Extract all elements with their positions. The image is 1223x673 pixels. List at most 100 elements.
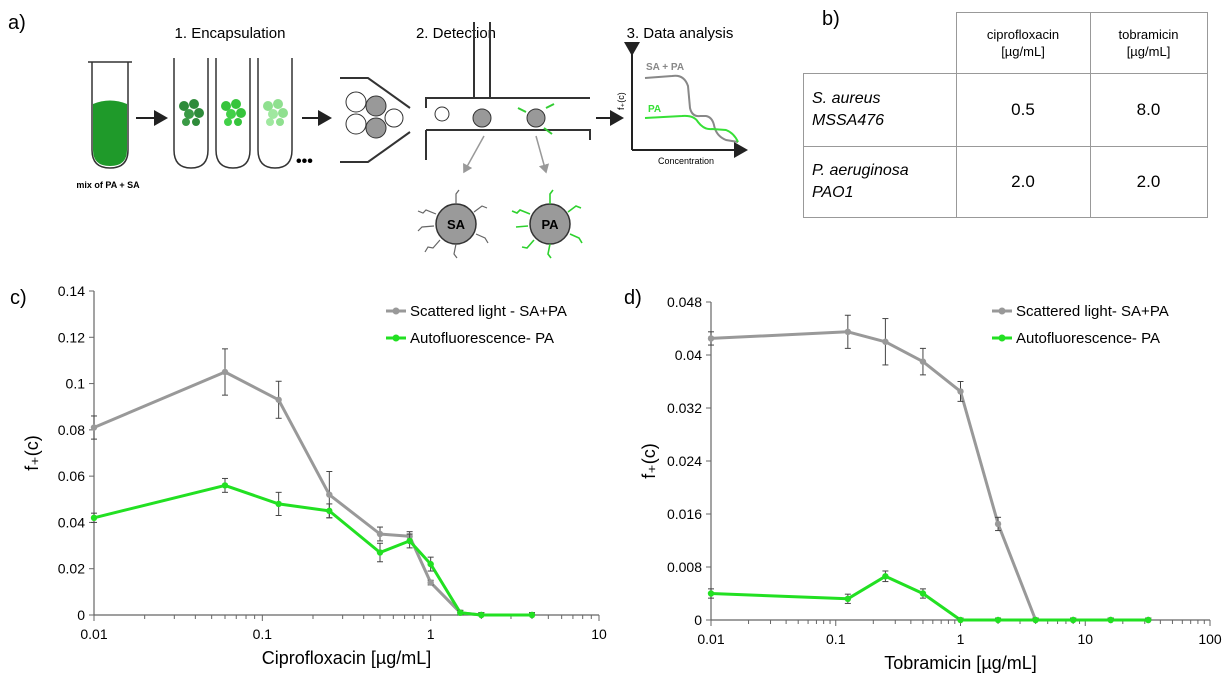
- y-tick-label: 0.12: [58, 329, 85, 345]
- table-row: S. aureus MSSA476 0.5 8.0: [803, 72, 1208, 147]
- data-point: [844, 595, 852, 602]
- data-point: [221, 482, 229, 489]
- legend-label: Autofluorescence- PA: [1016, 330, 1160, 347]
- data-point: [406, 537, 413, 545]
- x-tick-label: 0.01: [80, 626, 107, 642]
- data-point: [1107, 616, 1114, 624]
- legend-label: Scattered light- SA+PA: [1016, 303, 1169, 320]
- data-point: [90, 424, 98, 431]
- legend-marker: [392, 307, 400, 315]
- panel-label-a: a): [8, 12, 26, 34]
- y-tick-label: 0.016: [667, 506, 702, 522]
- data-point: [994, 520, 1002, 528]
- mini-series-label-pa: PA: [648, 104, 661, 115]
- data-point: [221, 368, 229, 376]
- data-point: [707, 590, 715, 597]
- ellipsis: •••: [296, 153, 313, 170]
- workflow-schematic: 1. Encapsulation 2. Detection 3. Data an…: [76, 22, 748, 259]
- series-line: [93, 483, 532, 617]
- chart-tobramicin: 0 0.008 0.016 0.024 0.032 0.04 0.048 0.01 0.1 1 10…: [639, 294, 1222, 673]
- table-cell-cipro: 2.0: [955, 145, 1091, 218]
- y-tick-label: 0.032: [667, 400, 702, 416]
- y-tick-label: 0.008: [667, 559, 702, 575]
- data-point: [275, 396, 282, 403]
- sa-bead-label: SA: [447, 217, 466, 232]
- table-header-tobra: tobramicin [µg/mL]: [1089, 12, 1208, 74]
- mini-series-label-sapa: SA + PA: [646, 62, 684, 73]
- microfluidic-channel-icon: [340, 22, 591, 174]
- pa-bead-icon: [511, 189, 583, 259]
- x-tick-label: 0.1: [253, 626, 273, 642]
- data-point: [528, 611, 536, 619]
- data-point: [994, 616, 1002, 624]
- legend-marker: [998, 307, 1006, 315]
- data-point: [957, 388, 964, 395]
- table-header-corner: [803, 12, 957, 74]
- y-tick-label: 0.048: [667, 294, 702, 310]
- mic-table: ciprofloxacin [µg/mL] tobramicin [µg/mL]…: [803, 12, 1208, 218]
- x-tick-label: 10: [591, 626, 607, 642]
- y-axis-label: f₊(c): [639, 443, 659, 479]
- series-line: [710, 330, 1149, 622]
- x-tick-label: 0.1: [826, 631, 846, 647]
- data-point: [882, 338, 889, 345]
- legend-marker: [998, 334, 1006, 342]
- step-title-detection: 2. Detection: [416, 25, 496, 42]
- y-tick-label: 0.06: [58, 468, 85, 484]
- y-tick-label: 0.08: [58, 422, 85, 438]
- data-point: [275, 500, 282, 508]
- legend-marker: [392, 334, 400, 342]
- x-tick-label: 1: [427, 626, 435, 642]
- mini-xlabel: Concentration: [658, 156, 714, 166]
- data-point: [90, 514, 98, 521]
- data-point: [427, 560, 434, 568]
- y-tick-label: 0.024: [667, 453, 702, 469]
- x-tick-label: 0.01: [697, 631, 724, 647]
- y-axis-label: f₊(c): [22, 435, 42, 471]
- table-cell-cipro: 0.5: [955, 72, 1091, 147]
- chart-ciprofloxacin: 0 0.02 0.04 0.06 0.08 0.1 0.12 0.14 0.01 0.1 1 10 Ci…: [22, 283, 607, 668]
- data-point: [1145, 616, 1152, 624]
- y-tick-label: 0.04: [58, 514, 85, 530]
- data-point: [376, 549, 384, 556]
- data-point: [427, 579, 434, 586]
- data-point: [326, 491, 333, 498]
- pa-bead-label: PA: [541, 217, 559, 232]
- data-point: [457, 609, 464, 616]
- data-point: [478, 611, 485, 619]
- table-header-cipro: ciprofloxacin [µg/mL]: [955, 12, 1091, 74]
- sa-bead-icon: [417, 189, 489, 259]
- panel-label-c: c): [10, 287, 27, 309]
- y-tick-label: 0.14: [58, 283, 85, 299]
- data-point: [882, 573, 889, 580]
- data-point: [1032, 616, 1039, 624]
- mix-label: mix of PA + SA: [76, 180, 140, 190]
- series-line: [93, 370, 532, 617]
- data-point: [844, 328, 852, 336]
- mini-analysis-chart: [624, 42, 748, 158]
- data-point: [376, 530, 384, 538]
- table-cell-organism: S. aureus MSSA476: [803, 72, 957, 147]
- y-tick-label: 0: [694, 612, 702, 628]
- y-tick-label: 0: [77, 607, 85, 623]
- tube-icon: [173, 58, 209, 169]
- data-point: [707, 335, 715, 342]
- tube-icon: [257, 58, 293, 169]
- mini-ylabel: f₊(c): [616, 92, 626, 110]
- y-tick-label: 0.1: [66, 376, 86, 392]
- x-tick-label: 1: [957, 631, 965, 647]
- table-cell-tobra: 2.0: [1089, 145, 1208, 218]
- y-tick-label: 0.04: [675, 347, 702, 363]
- table-header-row: ciprofloxacin [µg/mL] tobramicin [µg/mL]: [803, 12, 1208, 74]
- table-cell-organism: P. aeruginosa PAO1: [803, 145, 957, 218]
- mix-tube-icon: [88, 61, 132, 169]
- panel-label-d: d): [624, 287, 642, 309]
- table-row: P. aeruginosa PAO1 2.0 2.0: [803, 145, 1208, 218]
- tube-icon: [215, 58, 251, 169]
- x-axis-label: Tobramicin [µg/mL]: [884, 653, 1036, 673]
- x-axis-label: Ciprofloxacin [µg/mL]: [262, 648, 431, 668]
- legend-label: Autofluorescence- PA: [410, 330, 554, 347]
- step-title-analysis: 3. Data analysis: [627, 25, 734, 42]
- step-title-encapsulation: 1. Encapsulation: [175, 25, 286, 42]
- legend-label: Scattered light - SA+PA: [410, 303, 567, 320]
